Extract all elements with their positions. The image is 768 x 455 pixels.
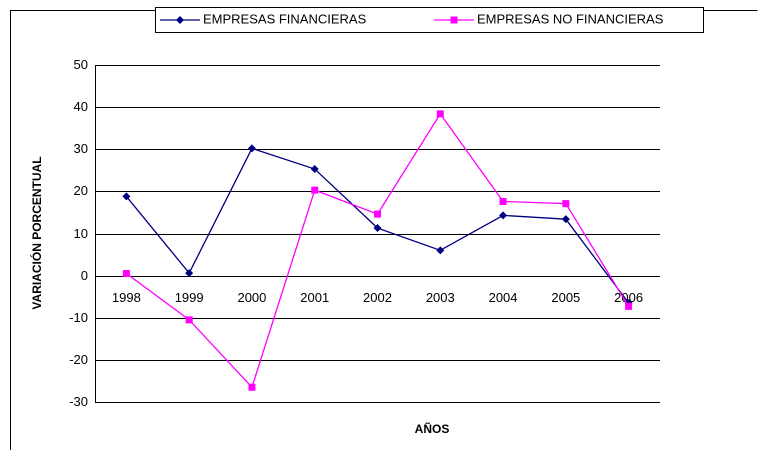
x-tick-label: 2002 xyxy=(363,290,392,305)
x-tick-label: 2005 xyxy=(551,290,580,305)
marker xyxy=(561,215,570,224)
y-tick-label: -20 xyxy=(69,352,88,367)
marker xyxy=(185,316,193,324)
marker xyxy=(122,192,131,201)
x-tick-label: 2001 xyxy=(300,290,329,305)
marker xyxy=(373,224,382,233)
legend-label: EMPRESAS NO FINANCIERAS xyxy=(477,11,664,26)
y-tick-label: -30 xyxy=(69,394,88,409)
marker xyxy=(247,144,256,153)
y-tick-label: 10 xyxy=(74,226,88,241)
legend-marker xyxy=(450,16,458,24)
marker xyxy=(436,246,445,255)
series-line xyxy=(126,112,630,389)
x-axis-label: AÑOS xyxy=(415,421,450,436)
marker xyxy=(122,270,130,278)
marker xyxy=(625,302,633,310)
y-tick-label: -10 xyxy=(69,310,88,325)
y-tick-label: 30 xyxy=(74,141,88,156)
y-tick-label: 0 xyxy=(81,268,88,283)
marker xyxy=(310,165,319,174)
legend-marker xyxy=(176,16,184,24)
marker xyxy=(562,200,570,208)
y-tick-label: 50 xyxy=(74,57,88,72)
y-axis-label: VARIACIÓN PORCENTUAL xyxy=(29,156,44,309)
x-tick-label: 1999 xyxy=(175,290,204,305)
x-tick-label: 1998 xyxy=(112,290,141,305)
marker xyxy=(374,210,381,218)
y-tick-label: 20 xyxy=(74,183,88,198)
marker xyxy=(499,197,507,205)
y-tick-label: 40 xyxy=(74,99,88,114)
x-tick-label: 2003 xyxy=(426,290,455,305)
legend-label: EMPRESAS FINANCIERAS xyxy=(203,11,367,26)
marker xyxy=(436,110,444,118)
marker xyxy=(248,383,256,391)
x-tick-label: 2000 xyxy=(237,290,266,305)
x-tick-label: 2004 xyxy=(489,290,518,305)
marker xyxy=(311,186,319,194)
marker xyxy=(185,269,194,278)
legend-box xyxy=(155,7,704,33)
marker xyxy=(499,211,508,220)
